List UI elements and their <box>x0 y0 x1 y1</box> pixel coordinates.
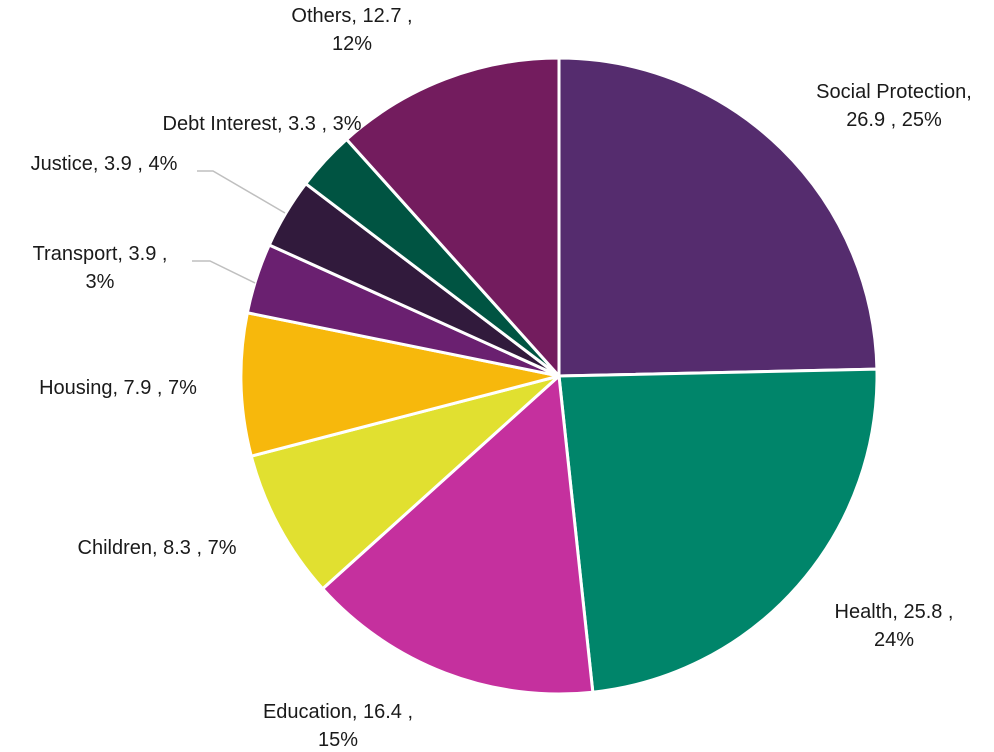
pie-slice-others <box>345 56 561 378</box>
data-label-justice: Justice, 3.9 , 4% <box>31 153 178 175</box>
data-label-line: Health, 25.8 , <box>835 601 954 623</box>
pie-slice-social-protection <box>557 56 879 378</box>
data-label-debt-interest: Debt Interest, 3.3 , 3% <box>163 113 362 135</box>
pie-slice-housing <box>239 311 561 458</box>
data-label-others: Others, 12.7 , 12% <box>291 5 412 55</box>
data-label-line: 26.9 , 25% <box>846 109 942 131</box>
leader-line <box>197 170 286 214</box>
pie-slice-education <box>321 374 595 696</box>
data-label-line: Housing, 7.9 , 7% <box>39 377 197 399</box>
data-label-line: Transport, 3.9 , <box>33 243 168 265</box>
data-label-health: Health, 25.8 , 24% <box>835 601 954 651</box>
data-label-line: 24% <box>874 629 914 651</box>
data-label-children: Children, 8.3 , 7% <box>78 537 237 559</box>
leader-line <box>192 260 256 284</box>
data-label-social-protection: Social Protection, 26.9 , 25% <box>816 81 972 131</box>
data-label-housing: Housing, 7.9 , 7% <box>39 377 197 399</box>
data-label-line: Justice, 3.9 , 4% <box>31 153 178 175</box>
data-label-transport: Transport, 3.9 , 3% <box>33 243 168 293</box>
data-label-line: 15% <box>318 729 358 751</box>
pie-slice-children <box>249 374 561 591</box>
data-label-line: 3% <box>86 271 115 293</box>
data-label-line: 12% <box>332 33 372 55</box>
data-label-education: Education, 16.4 , 15% <box>263 701 413 751</box>
data-label-line: Social Protection, <box>816 81 972 103</box>
pie-slice-health <box>557 367 879 694</box>
data-label-line: Others, 12.7 , <box>291 5 412 27</box>
data-label-line: Debt Interest, 3.3 , 3% <box>163 113 362 135</box>
data-label-line: Children, 8.3 , 7% <box>78 537 237 559</box>
data-label-line: Education, 16.4 , <box>263 701 413 723</box>
